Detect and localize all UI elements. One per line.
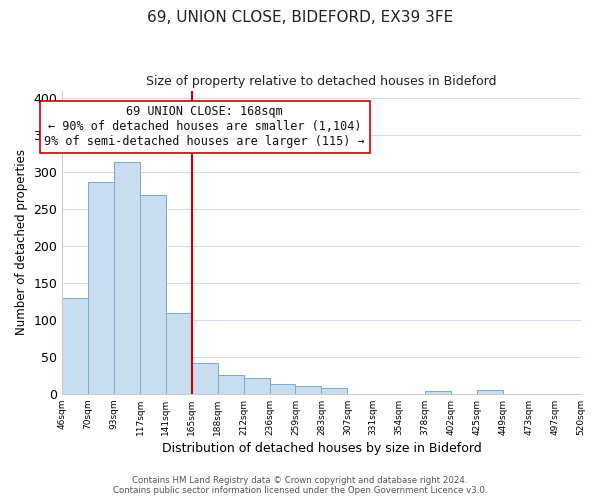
Bar (114, 162, 140, 394)
Bar (88, 182, 114, 394)
Bar (192, 364, 218, 394)
Bar (62, 298, 88, 394)
Text: Contains HM Land Registry data © Crown copyright and database right 2024.
Contai: Contains HM Land Registry data © Crown c… (113, 476, 487, 495)
Bar (269, 384, 295, 394)
Bar (322, 388, 347, 394)
Bar (477, 390, 503, 394)
Title: Size of property relative to detached houses in Bideford: Size of property relative to detached ho… (146, 75, 497, 88)
Bar (140, 195, 166, 394)
Bar (425, 391, 451, 394)
Text: 69 UNION CLOSE: 168sqm
← 90% of detached houses are smaller (1,104)
9% of semi-d: 69 UNION CLOSE: 168sqm ← 90% of detached… (44, 106, 365, 148)
Bar (166, 313, 192, 394)
Text: 69, UNION CLOSE, BIDEFORD, EX39 3FE: 69, UNION CLOSE, BIDEFORD, EX39 3FE (147, 10, 453, 25)
Bar (295, 386, 322, 394)
Bar (218, 376, 244, 394)
Bar (244, 378, 269, 394)
X-axis label: Distribution of detached houses by size in Bideford: Distribution of detached houses by size … (161, 442, 481, 455)
Y-axis label: Number of detached properties: Number of detached properties (15, 149, 28, 335)
